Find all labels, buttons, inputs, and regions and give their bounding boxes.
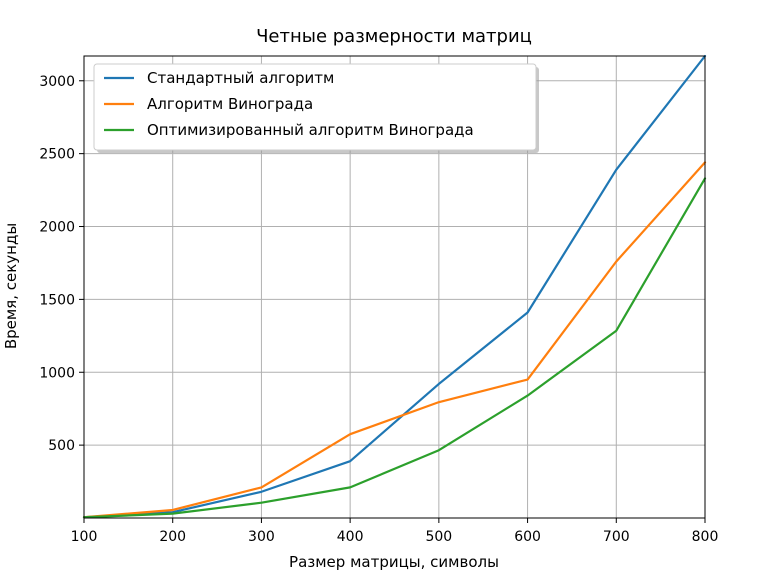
y-tick-label: 1500 xyxy=(39,292,75,308)
x-tick-label: 100 xyxy=(71,529,98,545)
legend-label: Оптимизированный алгоритм Винограда xyxy=(147,121,474,139)
tick-layer: 100 200 300 400 500 600 700 800 500 1000 1500 2000 2… xyxy=(39,74,718,545)
x-tick-label: 600 xyxy=(514,529,541,545)
series-layer xyxy=(82,54,707,519)
chart-title: Четные размерности матриц xyxy=(256,26,532,47)
y-tick-label: 2500 xyxy=(39,147,75,163)
series-line-0 xyxy=(82,54,707,519)
x-axis-title: Размер матрицы, символы xyxy=(289,553,499,571)
x-tick-label: 700 xyxy=(603,529,630,545)
x-tick-label: 400 xyxy=(337,529,364,545)
series-line-1 xyxy=(82,161,707,519)
y-tick-label: 1000 xyxy=(39,365,75,381)
legend-box xyxy=(93,63,537,151)
x-tick-label: 200 xyxy=(159,529,186,545)
plot-frame xyxy=(83,55,706,519)
x-tick-label: 500 xyxy=(425,529,452,545)
x-tick-label: 800 xyxy=(692,529,719,545)
legend: Стандартный алгоритм Алгоритм Винограда Оп… xyxy=(93,63,539,153)
legend-label: Стандартный алгоритм xyxy=(147,69,334,87)
y-tick-label: 500 xyxy=(48,438,75,454)
series-line-2 xyxy=(82,177,707,519)
x-tick-label: 300 xyxy=(248,529,275,545)
y-axis-title: Время, секунды xyxy=(2,223,20,349)
legend-label: Алгоритм Винограда xyxy=(147,95,313,113)
y-tick-label: 2000 xyxy=(39,220,75,236)
y-tick-label: 3000 xyxy=(39,74,75,90)
